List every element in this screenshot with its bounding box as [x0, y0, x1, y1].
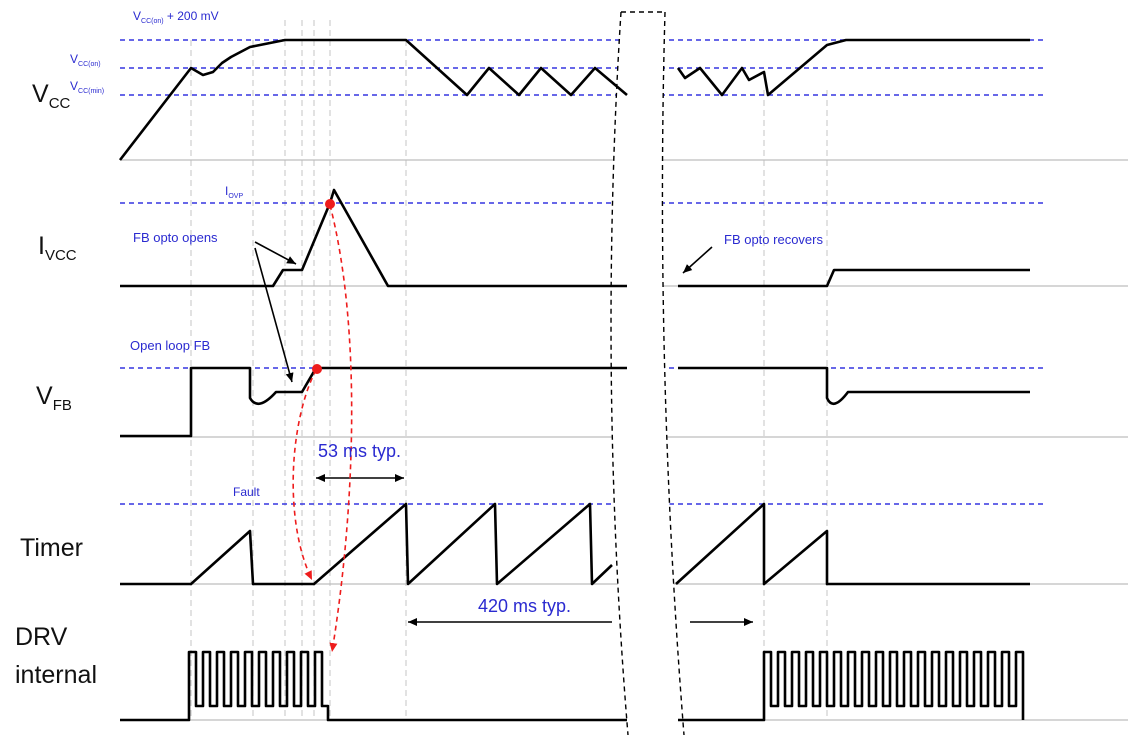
vfb-trace-recovery	[678, 366, 1030, 406]
drv-trace-recovery	[678, 650, 1025, 722]
timer-trace	[120, 502, 613, 586]
annotations: FB opto opens FB opto recovers 53 ms typ…	[133, 230, 823, 616]
fb-recovers-arrow	[682, 246, 713, 274]
timer-trace-recovery	[675, 502, 1030, 586]
iovp-trip-dot	[325, 199, 335, 209]
vcc-on-label: VCC(on)	[70, 52, 101, 68]
t420-label: 420 ms typ.	[478, 596, 571, 616]
timer-label: Timer	[20, 534, 83, 562]
ivcc-to-drv-arrow	[329, 204, 353, 653]
reference-labels: VCC(on) + 200 mV VCC(on) VCC(min) IOVP O…	[70, 9, 260, 499]
ivcc-trace	[120, 188, 627, 288]
iovp-label: IOVP	[225, 184, 243, 200]
fault-causal-arrows	[292, 199, 353, 653]
vfb-trace	[120, 366, 627, 438]
vcc-trace-recovery	[676, 38, 1030, 97]
fault-label: Fault	[233, 485, 260, 499]
vcc-trace	[118, 38, 628, 161]
signal-traces	[118, 38, 1030, 722]
annotation-arrows	[254, 241, 753, 626]
open-loop-fb-label: Open loop FB	[130, 338, 210, 353]
vcc-on-plus-label: VCC(on) + 200 mV	[133, 9, 219, 25]
drv-label-line1: DRV	[15, 623, 68, 651]
vfb-label: VFB	[36, 382, 72, 414]
vfb-to-timer-arrow	[292, 369, 317, 581]
ivcc-label: IVCC	[38, 232, 77, 264]
drv-label-line2: internal	[15, 661, 97, 689]
fb-opto-opens-label: FB opto opens	[133, 230, 218, 245]
time-break	[610, 11, 685, 736]
reference-lines	[120, 39, 1045, 505]
row-labels: VCC IVCC VFB Timer DRV internal	[15, 80, 97, 689]
fb-opens-arrow-ivcc	[254, 241, 297, 265]
vfb-trip-dot	[312, 364, 322, 374]
vcc-label: VCC	[32, 80, 71, 112]
ivcc-trace-recovery	[678, 268, 1030, 288]
t53-label: 53 ms typ.	[318, 441, 401, 461]
vcc-min-label: VCC(min)	[70, 79, 104, 95]
fb-opto-recovers-label: FB opto recovers	[724, 232, 823, 247]
drv-trace	[120, 650, 627, 722]
fb-opens-arrow-vfb	[254, 247, 294, 383]
